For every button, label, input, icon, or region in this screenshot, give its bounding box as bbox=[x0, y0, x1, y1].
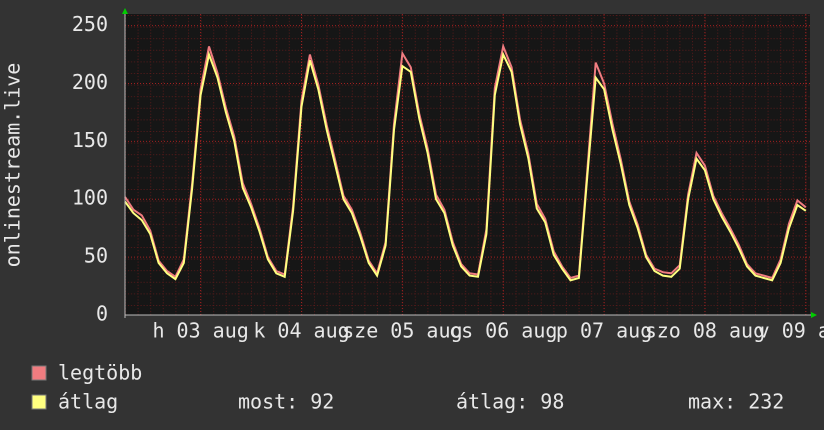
x-tick-label: sze 05 aug bbox=[342, 319, 462, 343]
series-line bbox=[124, 50, 807, 282]
x-tick-label: k 04 aug bbox=[253, 319, 349, 343]
legend-swatch bbox=[31, 394, 47, 410]
y-axis-label: onlinestream.live bbox=[1, 63, 25, 268]
y-tick-label: 100 bbox=[72, 186, 108, 210]
x-tick-label: h 03 aug bbox=[152, 319, 248, 343]
legend-swatch bbox=[31, 365, 47, 381]
stat: átlag: 98 bbox=[456, 390, 564, 414]
legend-label: átlag bbox=[58, 390, 118, 414]
y-tick-label: 50 bbox=[84, 244, 108, 268]
x-tick-label: szo 08 aug bbox=[645, 319, 765, 343]
x-tick-label: p 07 aug bbox=[556, 319, 652, 343]
y-tick-label: 0 bbox=[96, 302, 108, 326]
x-arrow bbox=[811, 312, 817, 318]
stat: most: 92 bbox=[238, 390, 334, 414]
y-tick-label: 250 bbox=[72, 12, 108, 36]
y-tick-label: 200 bbox=[72, 70, 108, 94]
legend-label: legtöbb bbox=[58, 361, 142, 385]
plot bbox=[124, 14, 810, 316]
stat: max: 232 bbox=[688, 390, 784, 414]
y-tick-label: 150 bbox=[72, 128, 108, 152]
x-tick-label: cs 06 aug bbox=[449, 319, 557, 343]
x-tick-label: v 09 aug bbox=[758, 319, 824, 343]
y-arrow bbox=[122, 8, 128, 14]
